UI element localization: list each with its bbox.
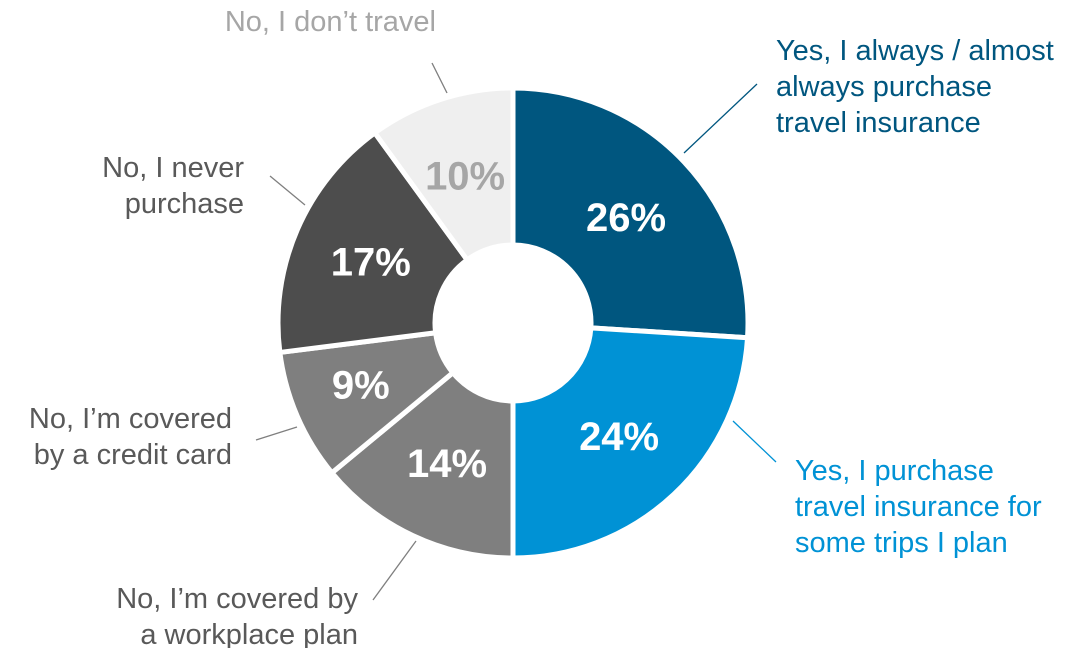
slice-category-label: No, I never purchase <box>102 152 244 220</box>
percent-labels: 26% 24% 14% 9% 17% 10% <box>331 155 666 487</box>
slice-category-label-line: Yes, I always / almost <box>776 35 1054 67</box>
leader-line <box>372 540 417 601</box>
donut-slices <box>275 85 751 561</box>
leader-line <box>269 175 306 206</box>
slice-category-label-line: purchase <box>125 188 244 220</box>
slice-percent-label: 24% <box>579 415 659 459</box>
slice-category-label-line: by a credit card <box>34 439 232 471</box>
leader-line <box>431 62 448 94</box>
slice-category-label-line: No, I’m covered <box>29 403 232 435</box>
donut-slice <box>329 370 516 561</box>
slice-category-label: No, I don’t travel <box>225 6 436 38</box>
slice-category-label-line: Yes, I purchase <box>795 455 994 487</box>
leader-line <box>732 420 777 463</box>
slice-category-label-line: No, I don’t travel <box>225 6 436 38</box>
slice-category-label-line: always purchase <box>776 71 992 103</box>
slice-category-label-line: No, I’m covered by <box>116 583 358 615</box>
leader-line <box>683 83 758 154</box>
slice-percent-label: 26% <box>586 196 666 240</box>
leader-lines <box>255 62 777 601</box>
leader-line <box>255 426 298 441</box>
slice-category-label: No, I’m covered by a workplace plan <box>116 583 358 648</box>
slice-category-label: Yes, I always / almost always purchase tra… <box>776 35 1054 139</box>
slice-category-label-line: No, I never <box>102 152 244 184</box>
donut-slice <box>510 325 751 561</box>
donut-slice <box>277 330 456 476</box>
donut-slice <box>372 85 516 263</box>
donut-slice <box>275 130 470 355</box>
slice-percent-label: 17% <box>331 240 411 284</box>
slice-category-label-line: a workplace plan <box>140 619 358 648</box>
slice-category-label: Yes, I purchase travel insurance for some … <box>795 455 1042 559</box>
slice-category-label: No, I’m covered by a credit card <box>29 403 232 471</box>
donut-slice <box>510 85 751 341</box>
category-labels: Yes, I always / almost always purchase tra… <box>29 6 1054 648</box>
slice-category-label-line: travel insurance for <box>795 491 1042 523</box>
slice-category-label-line: travel insurance <box>776 107 981 139</box>
slice-category-label-line: some trips I plan <box>795 527 1008 559</box>
slice-percent-label: 9% <box>332 364 390 408</box>
slice-percent-label: 14% <box>407 442 487 486</box>
slice-percent-label: 10% <box>425 155 505 199</box>
